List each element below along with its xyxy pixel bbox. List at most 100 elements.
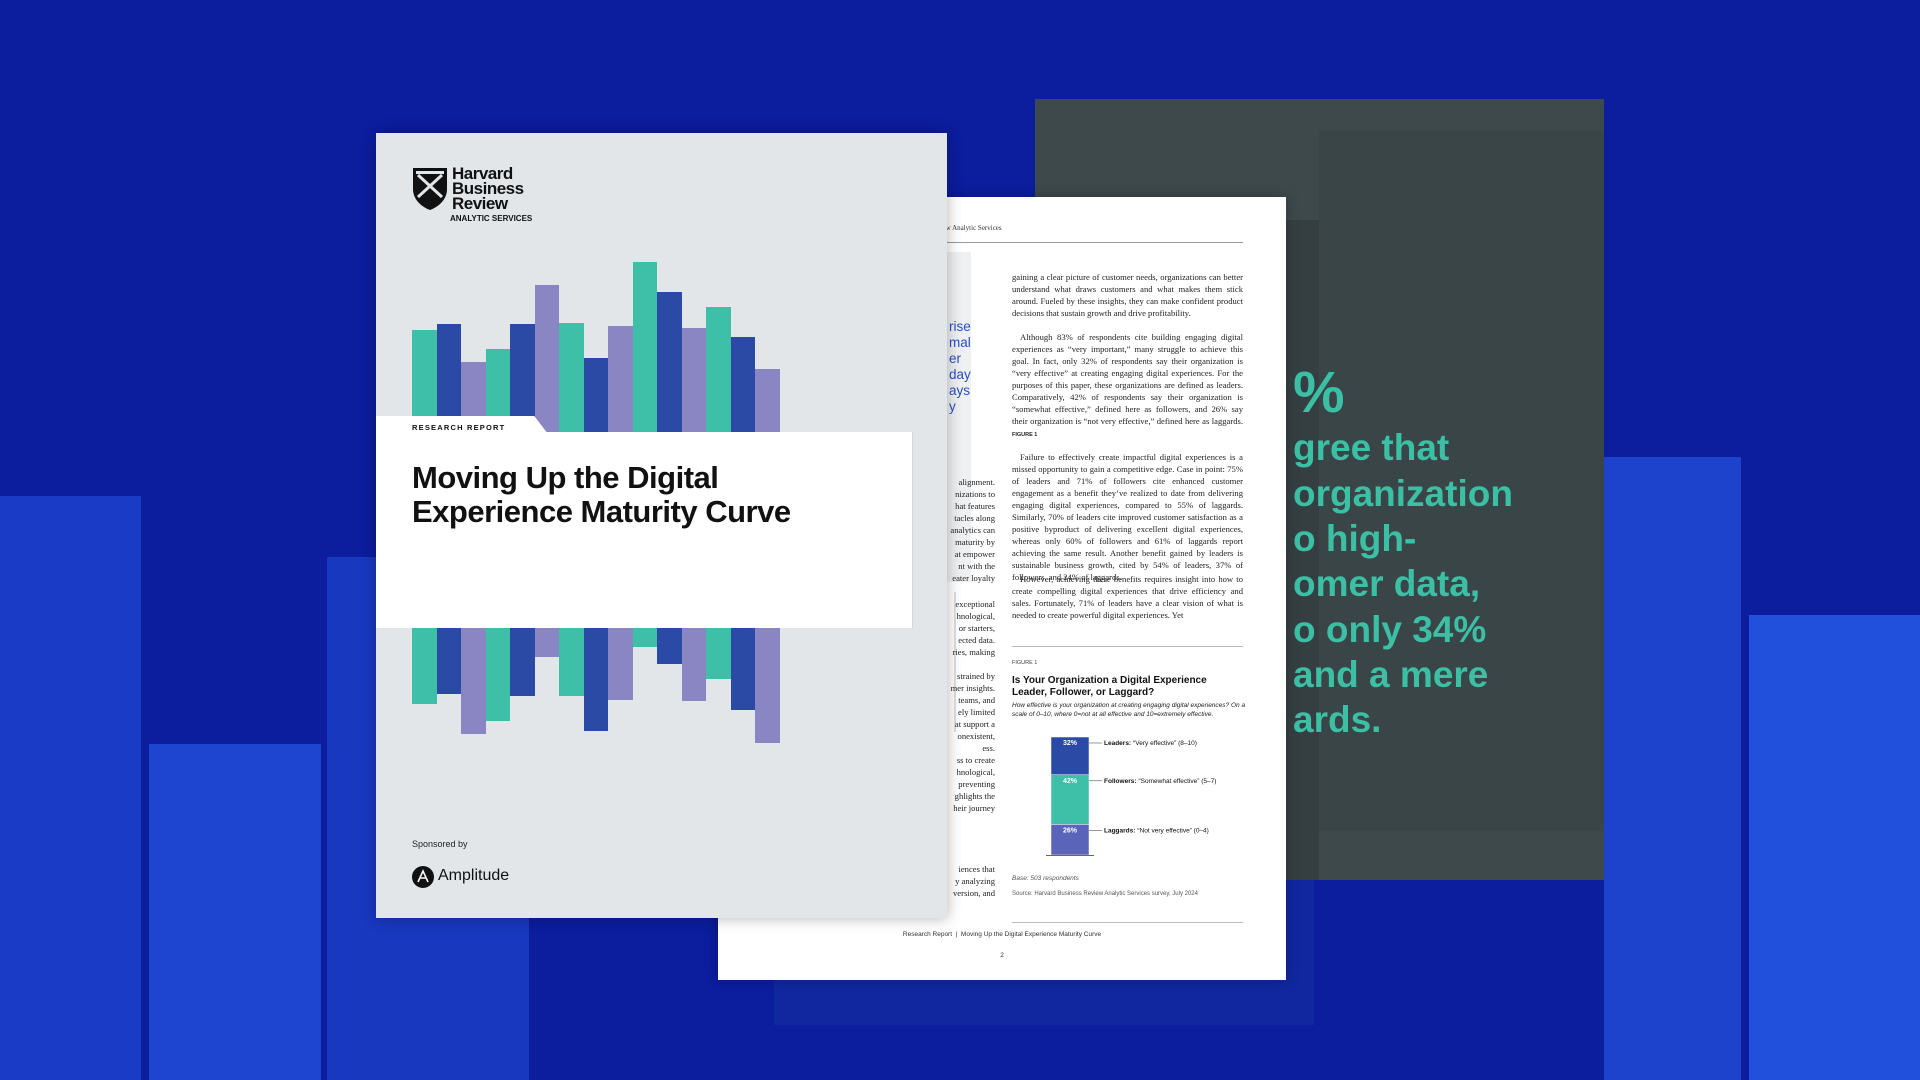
text-fragment: or starters,	[958, 622, 995, 633]
bg-block	[1604, 457, 1741, 1080]
text-fragment: ss to create	[956, 754, 995, 765]
paragraph: Although 83% of respondents cite buildin…	[1012, 332, 1243, 438]
cover-bar	[730, 337, 755, 432]
figure-label: FIGURE 1	[1012, 660, 1038, 666]
cover-bar	[608, 628, 633, 700]
cover-bar	[485, 628, 510, 721]
text-fragment: hnological,	[956, 610, 995, 621]
stat-line: and a mere	[1293, 654, 1489, 695]
pull-quote-fragment: ays	[949, 383, 971, 398]
pull-quote-fragment: rise	[949, 319, 971, 334]
text-fragment: analytics can	[950, 525, 995, 536]
cover-bar	[412, 330, 437, 432]
page-footer: Research Report | Moving Up the Digital …	[902, 931, 1102, 938]
paragraph: However, achieving these benefits requir…	[1012, 574, 1243, 620]
text-fragment: ries, making	[952, 646, 995, 657]
cover-bar	[559, 628, 584, 697]
cover-bar	[583, 628, 608, 731]
text-fragment: iences that	[958, 864, 995, 875]
category-description: “Not very effective” (0–4)	[1137, 827, 1208, 834]
text-fragment: y analyzing	[955, 876, 995, 887]
bg-block	[1749, 615, 1920, 1080]
cover-bar	[534, 628, 559, 658]
bg-block	[0, 496, 141, 1080]
text-fragment: ess.	[982, 742, 995, 753]
cover-graphic	[376, 133, 947, 918]
text-fragment: teams, and	[958, 694, 995, 705]
bg-block	[149, 744, 321, 1080]
cover-bar	[534, 284, 559, 432]
cover-title: Moving Up the Digital Experience Maturit…	[412, 460, 791, 529]
report-cover: Harvard Business Review ANALYTIC SERVICE…	[376, 133, 947, 918]
text-fragment: nt with the	[958, 561, 995, 572]
figure-title: Is Your Organization a Digital Experienc…	[1012, 675, 1207, 698]
text-fragment: at support a	[954, 718, 995, 729]
cover-bar	[510, 628, 535, 697]
cover-bar	[706, 306, 731, 432]
sponsor-logo	[412, 866, 434, 888]
bar-segment	[1050, 736, 1090, 776]
cover-bar	[632, 261, 657, 432]
text-fragment: ely limited	[958, 706, 995, 717]
rule	[1012, 646, 1243, 647]
figure-base: Base: 503 respondents	[1012, 875, 1079, 882]
paragraph: gaining a clear picture of customer need…	[1012, 272, 1243, 318]
category-label: Laggards: “Not very effective” (0–4)	[1104, 827, 1209, 834]
cover-bar	[755, 369, 780, 432]
text-fragment: alignment.	[958, 477, 995, 488]
rule	[878, 242, 1243, 243]
sidebar-shade	[947, 252, 971, 582]
cover-bar	[657, 628, 682, 665]
value-label: 32%	[1063, 740, 1078, 747]
category-label: Leaders: “Very effective” (8–10)	[1104, 740, 1197, 747]
panel-inset	[1319, 131, 1604, 831]
bar-segment	[1050, 774, 1090, 825]
text-fragment: at empower	[954, 549, 995, 560]
figure-source: Source: Harvard Business Review Analytic…	[1012, 891, 1198, 897]
category-name: Followers:	[1104, 778, 1137, 785]
title-band	[376, 432, 913, 628]
text-fragment: mer insights.	[950, 682, 995, 693]
text-fragment: heir journey	[953, 802, 995, 813]
pull-quote-fragment: y	[949, 399, 956, 414]
page-number: 2	[1000, 952, 1004, 959]
stat-line: %	[1293, 360, 1345, 425]
stat-line: ards.	[1293, 699, 1382, 740]
text-fragment: onexistent,	[957, 730, 995, 741]
cover-bar	[730, 628, 755, 710]
figure-ref: FIGURE 1	[1012, 432, 1038, 438]
sidebar-rule	[954, 592, 956, 732]
value-label: 42%	[1063, 778, 1078, 785]
report-tag: RESEARCH REPORT	[412, 423, 506, 432]
text-fragment: ghlights the	[954, 790, 995, 801]
text-fragment: eater loyalty	[952, 573, 995, 584]
category-name: Laggards:	[1104, 827, 1135, 834]
brand-sub: ANALYTIC SERVICES	[450, 214, 533, 223]
sponsored-by: Sponsored by	[412, 839, 468, 849]
category-label: Followers: “Somewhat effective” (5–7)	[1104, 778, 1216, 785]
sponsor-name: Amplitude	[438, 867, 510, 884]
text-fragment: preventing	[958, 778, 995, 789]
rule	[1012, 922, 1243, 923]
text-fragment: maturity by	[955, 537, 995, 548]
stat-line: o only 34%	[1293, 609, 1487, 650]
cover-bar	[436, 324, 461, 432]
figure-chart: 26% Laggards: “Not very effective” (0–4) 42…	[1046, 736, 1216, 856]
text-fragment: version, and	[952, 888, 995, 899]
text-fragment: nizations to	[955, 489, 995, 500]
cover-bar	[681, 628, 706, 702]
text-fragment: hat features	[955, 501, 995, 512]
cover-bar	[632, 628, 657, 648]
pull-quote-fragment: er	[949, 351, 962, 366]
category-description: “Very effective” (8–10)	[1133, 740, 1197, 747]
text-fragment: tacles along	[954, 513, 995, 524]
hbr-wordmark: Harvard Business Review	[452, 165, 524, 212]
text-fragment: strained by	[957, 670, 995, 681]
cover-bar	[681, 327, 706, 432]
paragraph: Failure to effectively create impactful …	[1012, 452, 1243, 582]
cover-bar	[657, 292, 682, 432]
cover-bar	[412, 628, 437, 704]
bar-segment	[1050, 824, 1090, 856]
text-fragment: exceptional	[955, 598, 995, 609]
